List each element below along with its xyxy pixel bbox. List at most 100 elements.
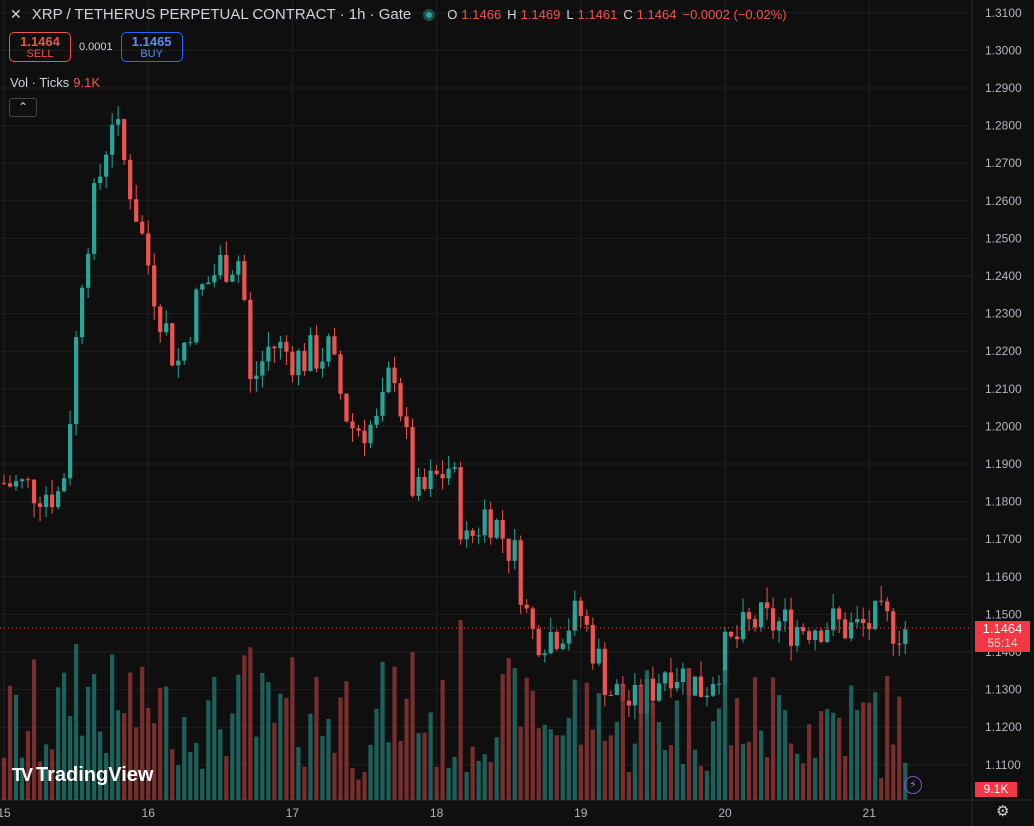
volume-bar <box>134 727 139 800</box>
volume-bar <box>566 717 571 800</box>
volume-bar <box>867 702 872 800</box>
x-tick-label: 18 <box>430 806 444 820</box>
candle-body <box>128 159 133 200</box>
candle-body <box>704 695 710 698</box>
candle-body <box>506 538 511 561</box>
candle-body <box>266 346 271 362</box>
volume-bar <box>43 744 49 800</box>
volume-bar <box>55 687 61 800</box>
volume-bar <box>158 687 163 800</box>
candle-body <box>140 221 145 234</box>
candle-body <box>698 676 704 698</box>
candle-body <box>879 600 884 602</box>
candle-body <box>746 612 752 620</box>
volume-bar <box>25 730 31 800</box>
volume-bar <box>837 717 842 800</box>
volume-bar <box>764 757 770 800</box>
candle-body <box>849 622 854 639</box>
volume-bar <box>596 693 601 800</box>
volume-bar <box>740 744 746 800</box>
candle-body <box>674 682 680 689</box>
volume-bar <box>608 735 613 800</box>
volume-bar <box>170 749 175 800</box>
candle-body <box>626 700 631 706</box>
candle-body <box>158 306 163 333</box>
candle-body <box>25 479 31 481</box>
sell-button[interactable]: 1.1464 SELL <box>9 32 71 62</box>
y-tick-label: 1.1600 <box>985 570 1022 584</box>
volume-bar <box>620 685 625 800</box>
volume-bar <box>194 742 199 800</box>
candle-body <box>404 416 409 428</box>
volume-bar <box>290 657 295 800</box>
volume-bar <box>668 745 674 800</box>
candle-body <box>67 424 73 479</box>
close-icon[interactable]: ✕ <box>10 6 22 22</box>
candle-body <box>164 323 169 333</box>
volume-bar <box>746 741 752 800</box>
candle-body <box>176 360 181 366</box>
candle-body <box>320 361 325 369</box>
candle-body <box>13 481 19 487</box>
candle-body <box>788 609 794 646</box>
candle-body <box>813 630 818 640</box>
candle-body <box>362 430 367 444</box>
volume-bar <box>470 746 475 800</box>
volume-bar <box>86 686 91 800</box>
candle-body <box>554 631 559 649</box>
volume-bar <box>716 708 722 800</box>
candle-body <box>290 351 295 376</box>
gear-icon[interactable]: ⚙ <box>996 803 1010 820</box>
volume-bar <box>704 770 710 800</box>
volume-bar <box>692 749 698 800</box>
candle-body <box>776 621 782 631</box>
candle-body <box>332 336 337 355</box>
candle-body <box>548 631 553 654</box>
volume-legend[interactable]: Vol · Ticks 9.1K <box>10 75 100 90</box>
candle-body <box>578 600 583 616</box>
candle-body <box>494 520 499 538</box>
volume-bar <box>356 779 361 800</box>
candle-body <box>92 183 97 254</box>
candle-body <box>422 477 427 490</box>
candle-body <box>584 615 589 625</box>
volume-bar <box>152 723 157 800</box>
buy-button[interactable]: 1.1465 BUY <box>120 32 183 62</box>
volume-bar <box>849 685 854 800</box>
symbol-title[interactable]: XRP / TETHERUS PERPETUAL CONTRACT · 1h ·… <box>31 6 412 23</box>
sell-price: 1.1464 <box>20 34 60 49</box>
candle-body <box>752 619 758 628</box>
x-tick-label: 19 <box>574 806 588 820</box>
candle-body <box>416 477 421 496</box>
volume-bar <box>885 676 890 800</box>
candle-body <box>356 428 361 431</box>
volume-bar <box>758 730 764 800</box>
candle-body <box>470 530 475 536</box>
candle-body <box>722 631 728 684</box>
volume-bar <box>386 742 391 800</box>
y-tick-label: 1.2800 <box>985 119 1022 133</box>
candle-body <box>897 643 902 645</box>
volume-bar <box>350 767 355 800</box>
volume-bar <box>578 744 583 800</box>
volume-bar <box>813 758 818 800</box>
candle-body <box>86 253 91 288</box>
y-tick-label: 1.1700 <box>985 532 1022 546</box>
volume-bar <box>674 700 680 800</box>
candle-body <box>680 668 686 683</box>
candle-body <box>843 619 848 639</box>
candle-body <box>344 393 349 422</box>
volume-bar <box>861 702 866 800</box>
chevron-up-icon[interactable]: ⌃ <box>9 98 37 117</box>
tradingview-logo[interactable]: TV TradingView <box>12 764 153 787</box>
lightning-icon[interactable]: ⚡ <box>904 776 922 794</box>
y-tick-label: 1.2000 <box>985 419 1022 433</box>
y-tick-label: 1.1900 <box>985 457 1022 471</box>
x-tick-label: 16 <box>142 806 156 820</box>
high-value: 1.1469 <box>520 7 561 22</box>
candle-body <box>122 119 127 160</box>
candle-body <box>7 483 13 487</box>
candle-body <box>650 678 655 701</box>
volume-bar <box>224 756 229 800</box>
